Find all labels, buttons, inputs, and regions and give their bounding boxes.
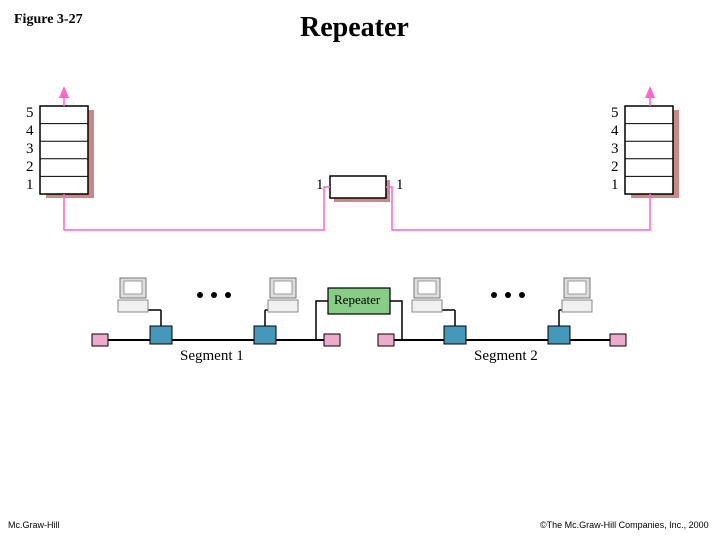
layer-num: 1	[611, 177, 619, 194]
signal-path	[59, 86, 655, 230]
mid-repeater-stack	[330, 176, 390, 202]
right-osi-stack	[625, 106, 679, 198]
layer-num: 2	[26, 159, 34, 176]
segment2-label: Segment 2	[474, 348, 538, 365]
repeater-box-label: Repeater	[334, 292, 380, 308]
mid-layer-left: 1	[316, 177, 324, 194]
footer-right: ©The Mc.Graw-Hill Companies, Inc., 2000	[540, 520, 709, 530]
layer-num: 3	[26, 141, 34, 158]
layer-num: 2	[611, 159, 619, 176]
segment1-label: Segment 1	[180, 348, 244, 365]
layer-num: 1	[26, 177, 34, 194]
layer-num: 5	[26, 105, 34, 122]
layer-num: 4	[26, 123, 34, 140]
segment2-bus	[378, 310, 626, 346]
left-osi-stack	[40, 106, 94, 198]
footer-left: Mc.Graw-Hill	[8, 520, 60, 530]
layer-num: 5	[611, 105, 619, 122]
layer-num: 4	[611, 123, 619, 140]
layer-num: 3	[611, 141, 619, 158]
mid-layer-right: 1	[396, 177, 404, 194]
diagram-svg	[0, 0, 720, 540]
segment1-bus	[92, 310, 340, 346]
